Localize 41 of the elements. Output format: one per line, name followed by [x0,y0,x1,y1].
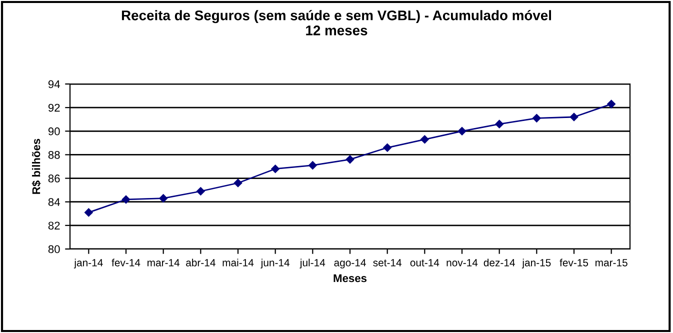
y-tick-label: 82 [48,222,60,230]
point [420,135,429,144]
y-axis-title: R$ bilhões [32,138,41,194]
x-tick-label: out-14 [410,259,440,266]
point [458,127,466,136]
point [346,155,354,164]
y-tick-label: 86 [48,174,60,182]
y-tick-label: 88 [48,150,60,159]
x-tick-label: abr-14 [186,258,216,266]
x-tick-label: mar-15 [596,259,628,266]
y-tick-label: 90 [48,127,60,136]
point [383,144,392,152]
point [570,112,578,122]
chart-title: Receita de Seguros (sem saúde e sem VGBL) - Acumulado móvel 12 meses [122,10,551,36]
x-tick-label: jul-14 [300,258,326,268]
point [234,178,242,188]
point [84,208,93,217]
x-tick-label: dez-14 [484,258,515,266]
point [122,195,130,204]
point [495,120,504,128]
x-tick-label: fev-14 [112,258,140,266]
x-tick-label: fev-15 [560,258,588,266]
x-tick-label: mai-14 [222,258,254,266]
point [159,194,168,202]
y-tick-label: 92 [48,104,60,112]
y-tick-label: 80 [48,245,60,254]
point [196,187,205,196]
y-tick-label: 84 [48,198,60,206]
x-tick-label: jun-14 [260,258,290,268]
x-tick-label: mar-14 [148,259,180,266]
x-tick-label: jan-15 [522,258,551,268]
x-tick-label: ago-14 [334,259,366,268]
point [532,114,541,122]
x-axis-title: Meses [334,274,367,282]
y-tick-label: 94 [48,80,60,88]
point [271,164,280,173]
x-tick-label: nov-14 [446,259,478,266]
point [607,100,616,108]
x-tick-label: set-14 [373,259,402,266]
point [308,161,317,170]
x-tick-label: jan-14 [74,258,103,268]
